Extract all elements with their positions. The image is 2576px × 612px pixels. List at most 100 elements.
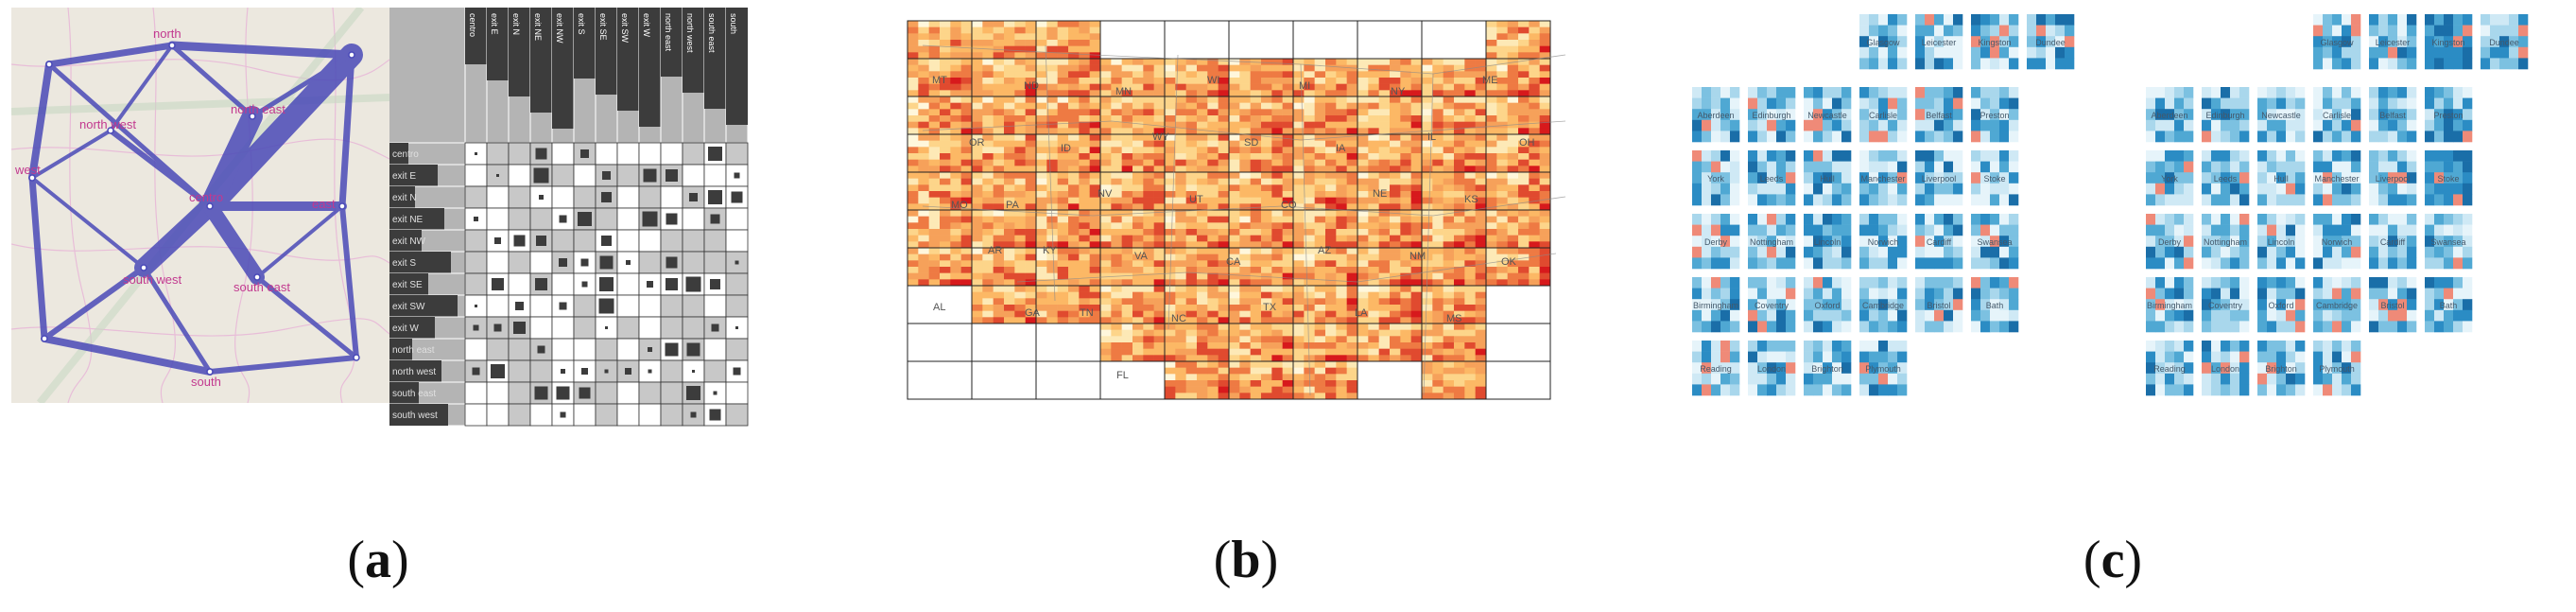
city-tile-label: Liverpool	[1922, 174, 1957, 184]
heat-cell	[1165, 286, 1230, 324]
city-tile-label: Derby	[2158, 237, 2182, 247]
city-tile-label: London	[1757, 364, 1786, 374]
matrix-cell	[703, 251, 727, 274]
city-tile-label: Oxford	[2268, 301, 2293, 310]
matrix-col-label: south	[729, 13, 738, 34]
heat-cell	[1357, 59, 1423, 97]
heat-cell	[972, 59, 1037, 97]
matrix-row-label: exit S	[392, 258, 416, 269]
city-tile-label: Lincoln	[2268, 237, 2295, 247]
city-tile-label: Dundee	[2489, 38, 2519, 47]
city-tile-label: Newcastle	[1807, 111, 1847, 120]
city-tile: Bath	[1971, 277, 2019, 333]
matrix-cell	[638, 294, 662, 318]
matrix-cell	[660, 185, 683, 209]
city-tile: Swansea	[2425, 214, 2473, 270]
matrix-cell	[660, 381, 683, 405]
flow-lines	[28, 41, 363, 376]
matrix-cell	[529, 316, 553, 340]
city-tile-label: Glasgow	[1866, 38, 1900, 47]
matrix-cell	[682, 164, 705, 187]
city-tile-label: Plymouth	[1865, 364, 1901, 374]
city-tile-label: Manchester	[1860, 174, 1905, 184]
matrix-cell	[464, 338, 488, 361]
matrix-cell	[682, 294, 705, 318]
matrix-row-label: exit NW	[392, 236, 426, 247]
heat-cell	[972, 286, 1037, 324]
matrix-cell	[464, 185, 488, 209]
city-tile: Bath	[2425, 277, 2473, 333]
city-tile: Reading	[1692, 341, 1740, 396]
state-label: NE	[1373, 188, 1387, 200]
matrix-cell	[703, 164, 727, 187]
city-tile-label: York	[1707, 174, 1724, 184]
matrix-row-label: south west	[392, 411, 438, 421]
matrix-cell	[573, 338, 596, 361]
city-tile: Liverpool	[1915, 150, 1963, 206]
heat-cell	[1100, 323, 1166, 362]
city-tile: Cambridge	[2313, 277, 2361, 333]
state-label: CO	[1281, 200, 1297, 211]
matrix-cell	[638, 185, 662, 209]
city-tile-label: Derby	[1704, 237, 1728, 247]
matrix-row-label: exit SE	[392, 280, 423, 290]
heat-cell	[1229, 96, 1294, 135]
map-label-east: east	[312, 197, 336, 211]
heat-cell	[1293, 361, 1358, 400]
matrix-col-label: exit W	[642, 13, 651, 38]
matrix-cell	[508, 381, 531, 405]
uk-tile-map-right: Glasgow Leicester Kingston Dundee Aberdeen Ed…	[2146, 14, 2529, 396]
state-label: MO	[951, 200, 968, 211]
city-tile: Nottingham	[2202, 214, 2250, 270]
state-label: ID	[1061, 143, 1071, 154]
heat-cell	[1036, 96, 1101, 135]
city-tile: Aberdeen	[2146, 87, 2194, 143]
matrix-col-label: north east	[664, 13, 673, 52]
heat-cell	[1165, 172, 1230, 211]
map-label-south-east: south east	[233, 280, 290, 294]
matrix-cell	[638, 316, 662, 340]
city-tile-label: Cambridge	[2316, 301, 2358, 310]
matrix-cell	[660, 359, 683, 383]
matrix-col-label: exit E	[490, 13, 499, 35]
city-tile: Glasgow	[1859, 14, 1908, 70]
city-tile: Hull	[2257, 150, 2306, 206]
city-tile: Edinburgh	[1748, 87, 1796, 143]
heat-cell	[1229, 286, 1294, 324]
matrix-cell	[682, 207, 705, 231]
city-tile-label: Preston	[1980, 111, 2009, 120]
state-label: AL	[933, 302, 945, 313]
city-tile: Plymouth	[2313, 341, 2361, 396]
heat-cell	[1486, 134, 1551, 173]
matrix-cell	[616, 381, 640, 405]
heat-cell	[908, 248, 973, 287]
heat-cell	[1293, 172, 1358, 211]
city-tile: Preston	[2425, 87, 2473, 143]
matrix-cell	[595, 207, 618, 231]
city-tile: Belfast	[1915, 87, 1963, 143]
od-flow-map: north east centro south west north west …	[11, 8, 389, 403]
heat-cell	[1357, 210, 1423, 249]
city-tile-label: Bath	[1986, 301, 2004, 310]
heat-cell	[1486, 172, 1551, 211]
matrix-row-label: centro	[392, 149, 419, 160]
city-tile: Plymouth	[1859, 341, 1908, 396]
city-tile: Dundee	[2027, 14, 2075, 70]
matrix-cell	[464, 229, 488, 253]
city-tile-label: Dundee	[2035, 38, 2066, 47]
city-tile-label: Cardiff	[2380, 237, 2406, 247]
city-tile-label: Aberdeen	[2151, 111, 2187, 120]
matrix-cell	[551, 272, 575, 296]
heat-cell	[1486, 248, 1551, 287]
state-label: OR	[969, 137, 985, 149]
city-tile: Derby	[2146, 214, 2194, 270]
matrix-cell	[508, 359, 531, 383]
state-label: AR	[988, 245, 1002, 256]
city-tile: Norwich	[2313, 214, 2361, 270]
matrix-cell	[508, 185, 531, 209]
heat-cell	[1357, 286, 1423, 324]
city-tile: London	[2202, 341, 2250, 396]
heat-cell	[1357, 96, 1423, 135]
heat-cell	[1486, 21, 1551, 60]
city-tile-label: Brighton	[2265, 364, 2297, 374]
